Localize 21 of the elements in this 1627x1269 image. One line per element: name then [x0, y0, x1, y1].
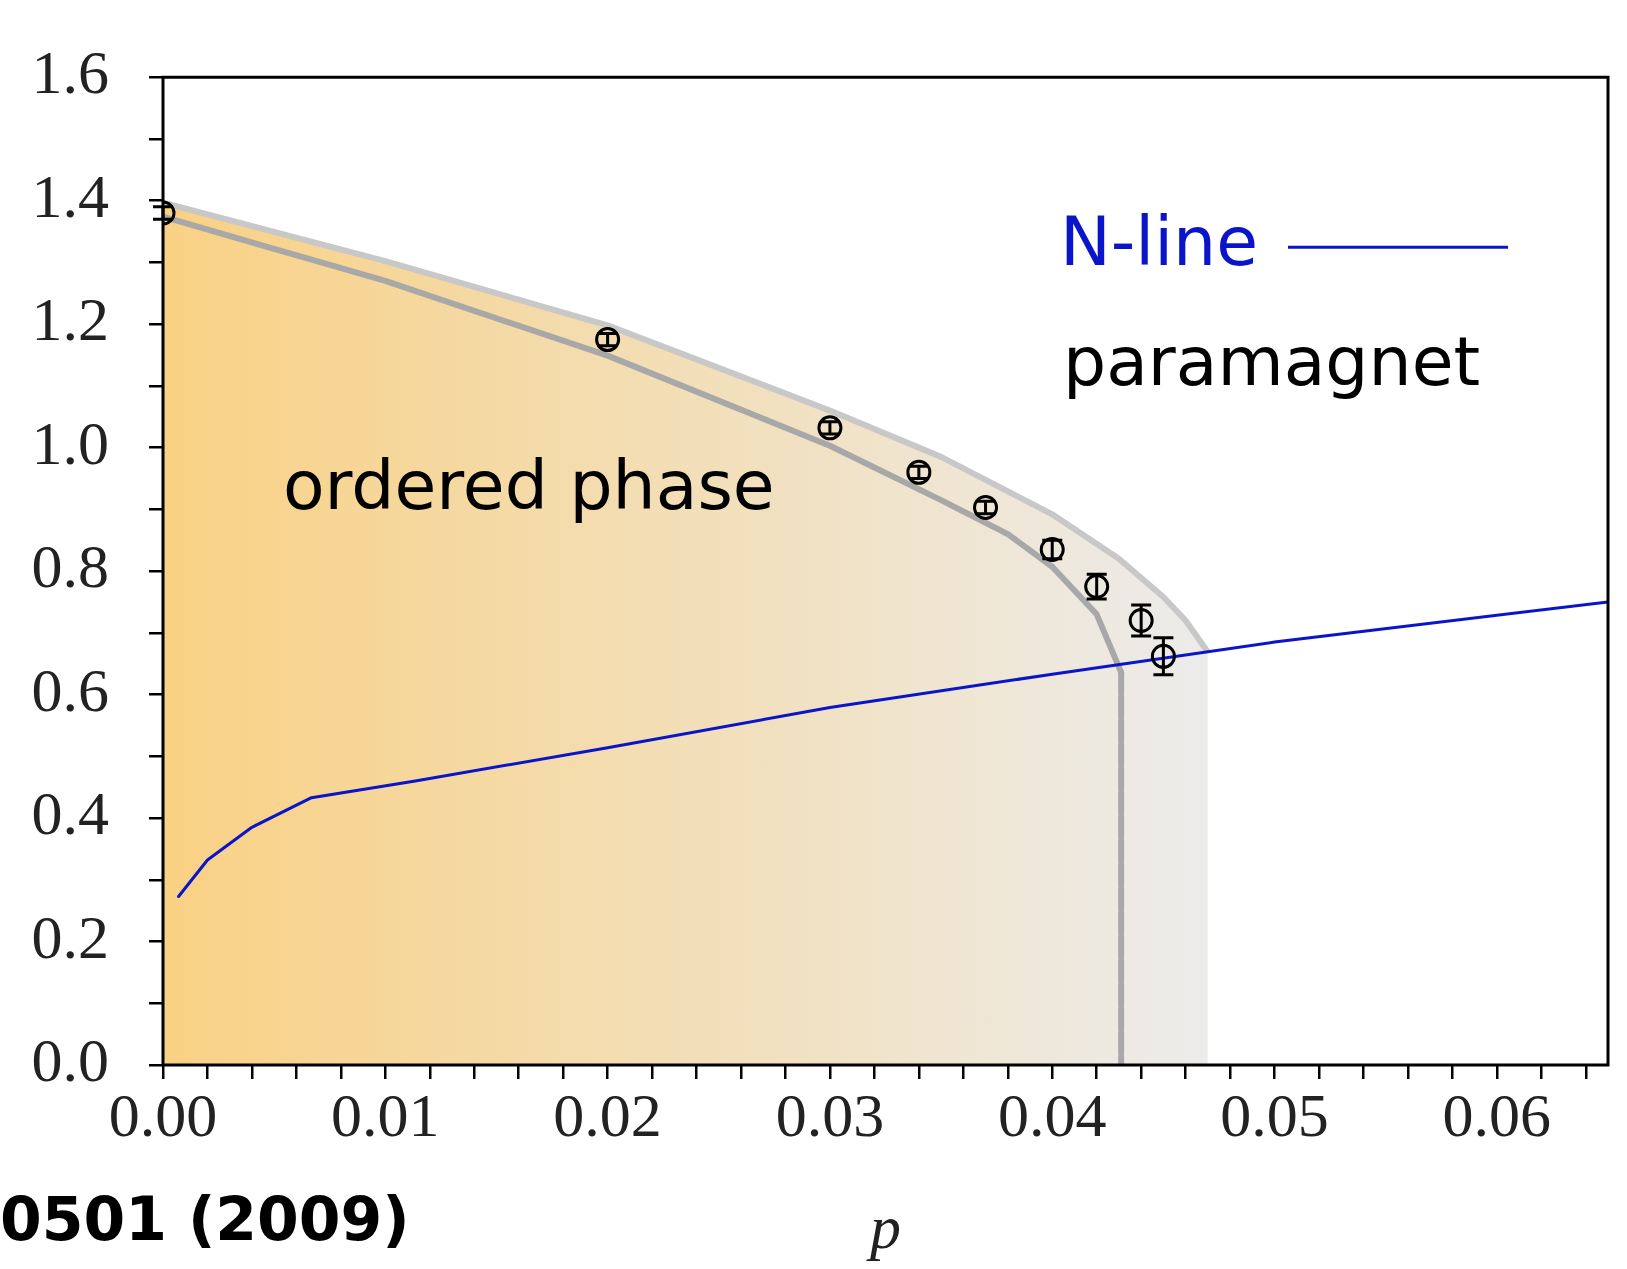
x-tick-label: 0.03	[775, 1081, 885, 1150]
x-tick-label: 0.04	[997, 1081, 1107, 1150]
y-tick-label: 0.0	[31, 1026, 109, 1095]
x-tick-label: 0.02	[553, 1081, 662, 1150]
y-tick-label: 0.4	[31, 779, 109, 848]
y-tick-label: 0.8	[31, 532, 109, 601]
x-tick-label: 0.00	[108, 1081, 218, 1150]
annotation: ordered phase	[283, 445, 775, 525]
y-tick-label: 0.6	[31, 655, 109, 724]
y-tick-label: 1.4	[31, 161, 109, 230]
legend-label: N-line	[1059, 201, 1258, 281]
y-tick-label: 1.2	[31, 285, 109, 354]
x-tick-label: 0.05	[1220, 1081, 1329, 1150]
x-axis-title: p	[866, 1193, 901, 1262]
x-tick-label: 0.01	[331, 1081, 440, 1150]
y-tick-label: 1.0	[31, 408, 109, 477]
text: 0501 (2009)	[0, 1183, 410, 1254]
annotation: paramagnet	[1063, 322, 1481, 402]
y-tick-label: 1.6	[31, 38, 109, 107]
x-tick-label: 0.06	[1442, 1081, 1552, 1150]
y-tick-label: 0.2	[31, 902, 109, 971]
